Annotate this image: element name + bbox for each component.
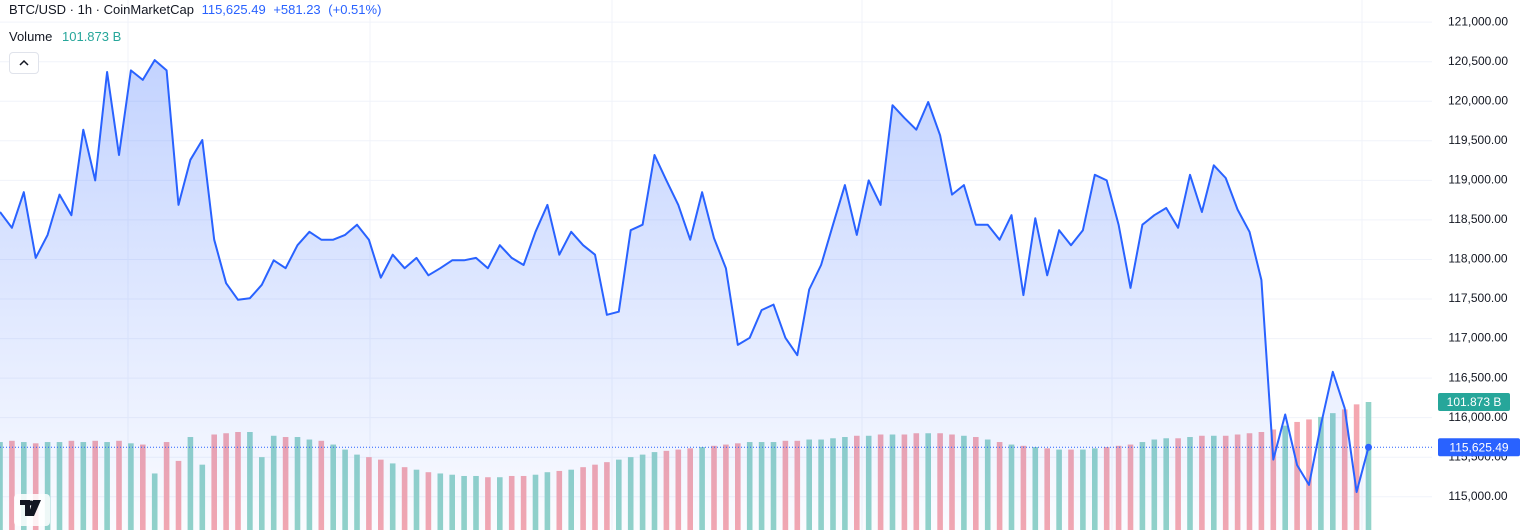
price-change-pct: (+0.51%) bbox=[328, 2, 382, 17]
price-area bbox=[0, 60, 1369, 530]
price-label: 115,625.49 bbox=[1449, 440, 1508, 454]
price-label-box bbox=[1438, 438, 1520, 457]
y-tick-label: 115,000.00 bbox=[1448, 489, 1507, 503]
chevron-up-icon bbox=[19, 59, 29, 66]
volume-bar bbox=[1353, 404, 1360, 530]
collapse-button[interactable] bbox=[9, 52, 39, 74]
volume-title: Volume bbox=[9, 29, 53, 44]
y-tick-label: 117,000.00 bbox=[1448, 331, 1507, 345]
y-tick-label: 118,500.00 bbox=[1448, 212, 1507, 226]
price-line bbox=[0, 59, 1370, 493]
volume-bar bbox=[1306, 419, 1312, 530]
header: BTC/USD · 1h · CoinMarketCap 115,625.49 … bbox=[9, 2, 381, 17]
y-tick-label: 116,000.00 bbox=[1448, 410, 1507, 424]
y-tick-label: 118,000.00 bbox=[1448, 252, 1507, 266]
y-tick-label: 119,500.00 bbox=[1448, 133, 1507, 147]
price-change: +581.23 bbox=[273, 2, 321, 17]
volume-value: 101.873 B bbox=[62, 29, 122, 44]
y-tick-label: 121,000.00 bbox=[1448, 14, 1508, 28]
y-tick-label: 117,500.00 bbox=[1448, 291, 1507, 305]
volume-label: 101.873 B bbox=[1447, 395, 1502, 409]
tv-logo bbox=[14, 494, 50, 526]
y-tick-label: 119,000.00 bbox=[1448, 173, 1507, 187]
last-price: 115,625.49 bbox=[201, 2, 266, 17]
symbol-title: BTC/USD · 1h · CoinMarketCap bbox=[9, 2, 194, 17]
y-tick-label: 120,500.00 bbox=[1448, 54, 1508, 68]
volume-label-box bbox=[1438, 393, 1510, 411]
y-tick-label: 120,000.00 bbox=[1448, 93, 1508, 107]
y-tick-label: 116,500.00 bbox=[1448, 370, 1507, 384]
last-point bbox=[1365, 443, 1372, 451]
volume-header: Volume 101.873 B bbox=[9, 29, 121, 44]
